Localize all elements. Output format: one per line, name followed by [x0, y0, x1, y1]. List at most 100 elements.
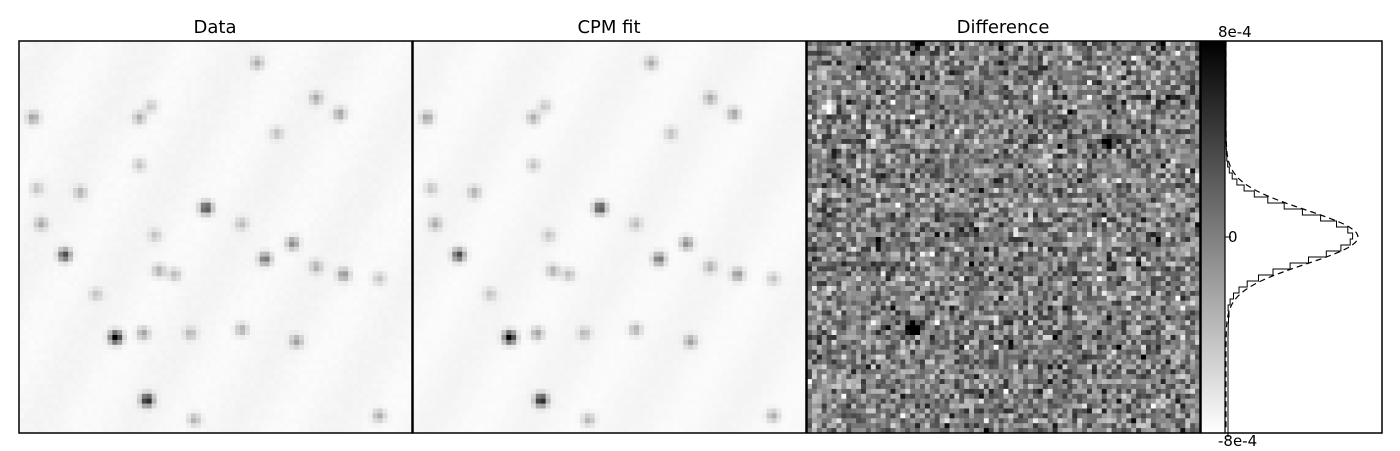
- data-pixel: [48, 188, 54, 194]
- data-pixel: [362, 217, 369, 223]
- data-pixel: [136, 192, 143, 199]
- data-pixel: [210, 99, 217, 106]
- data-pixel: [117, 271, 123, 277]
- data-pixel: [176, 207, 182, 214]
- data-pixel: [225, 55, 231, 62]
- data-pixel: [117, 286, 123, 292]
- data-pixel: [318, 281, 325, 287]
- data-pixel: [407, 207, 413, 214]
- data-pixel: [112, 330, 118, 336]
- data-pixel: [254, 276, 261, 282]
- data-pixel: [210, 124, 217, 130]
- data-pixel: [220, 217, 226, 223]
- data-pixel: [48, 50, 54, 57]
- data-pixel: [274, 305, 280, 312]
- data-pixel: [136, 339, 143, 346]
- data-pixel: [249, 104, 256, 111]
- data-pixel: [156, 114, 163, 120]
- data-pixel: [225, 222, 231, 228]
- data-pixel: [73, 232, 79, 238]
- data-pixel: [73, 129, 79, 135]
- data-pixel: [82, 281, 89, 287]
- data-pixel: [407, 212, 413, 218]
- data-pixel: [279, 330, 285, 336]
- data-pixel: [117, 246, 123, 253]
- data-pixel: [333, 148, 339, 155]
- data-pixel: [141, 60, 148, 67]
- data-pixel: [303, 325, 310, 331]
- data-pixel: [362, 232, 369, 238]
- data-pixel: [146, 173, 153, 179]
- data-pixel: [244, 320, 251, 326]
- data-pixel: [92, 241, 99, 248]
- data-pixel: [63, 109, 69, 116]
- data-pixel: [348, 212, 354, 218]
- data-pixel: [230, 335, 236, 341]
- data-pixel: [343, 143, 349, 150]
- data-pixel: [353, 65, 359, 71]
- data-pixel: [97, 276, 104, 282]
- data-pixel: [269, 55, 276, 62]
- data-pixel: [161, 99, 167, 106]
- data-pixel: [397, 305, 403, 312]
- data-pixel: [33, 330, 40, 336]
- data-pixel: [284, 246, 290, 253]
- data-pixel: [249, 85, 256, 91]
- data-pixel: [244, 237, 251, 243]
- data-pixel: [171, 50, 177, 57]
- data-pixel: [318, 305, 325, 312]
- data-pixel: [141, 241, 148, 248]
- data-pixel: [244, 315, 251, 321]
- data-pixel: [348, 300, 354, 307]
- data-pixel: [210, 212, 217, 218]
- data-pixel: [323, 197, 330, 204]
- data-pixel: [131, 300, 138, 307]
- data-pixel: [372, 124, 379, 130]
- data-pixel: [28, 202, 35, 209]
- data-pixel: [171, 109, 177, 116]
- data-pixel: [28, 207, 35, 214]
- data-pixel: [308, 232, 315, 238]
- data-pixel: [387, 45, 393, 52]
- data-pixel: [357, 50, 364, 57]
- data-pixel: [284, 271, 290, 277]
- data-pixel: [82, 330, 89, 336]
- data-pixel: [264, 173, 271, 179]
- data-pixel: [161, 217, 167, 223]
- data-pixel: [377, 251, 384, 258]
- data-pixel: [357, 109, 364, 116]
- data-pixel: [97, 227, 104, 233]
- data-pixel: [387, 310, 393, 316]
- data-pixel: [131, 129, 138, 135]
- data-pixel: [122, 266, 128, 272]
- data-pixel: [210, 222, 217, 228]
- data-pixel: [264, 315, 271, 321]
- data-pixel: [58, 119, 64, 125]
- data-pixel: [294, 202, 300, 209]
- data-pixel: [127, 339, 133, 346]
- data-pixel: [141, 197, 148, 204]
- data-pixel: [294, 237, 300, 243]
- data-pixel: [274, 320, 280, 326]
- data-pixel: [397, 124, 403, 130]
- data-pixel: [387, 261, 393, 267]
- data-pixel: [195, 281, 202, 287]
- data-pixel: [166, 148, 172, 155]
- data-pixel: [200, 114, 207, 120]
- data-pixel: [215, 139, 222, 145]
- data-pixel: [299, 99, 305, 106]
- data-pixel: [58, 134, 64, 140]
- data-pixel: [77, 178, 84, 184]
- data-pixel: [28, 45, 35, 52]
- data-pixel: [333, 163, 339, 169]
- data-pixel: [102, 153, 109, 160]
- data-pixel: [141, 158, 148, 165]
- data-pixel: [122, 344, 128, 351]
- data-pixel: [313, 197, 320, 204]
- data-pixel: [161, 168, 167, 174]
- data-pixel: [294, 45, 300, 52]
- data-pixel: [215, 80, 222, 86]
- data-pixel: [392, 85, 398, 91]
- data-pixel: [377, 41, 384, 47]
- data-pixel: [382, 251, 389, 258]
